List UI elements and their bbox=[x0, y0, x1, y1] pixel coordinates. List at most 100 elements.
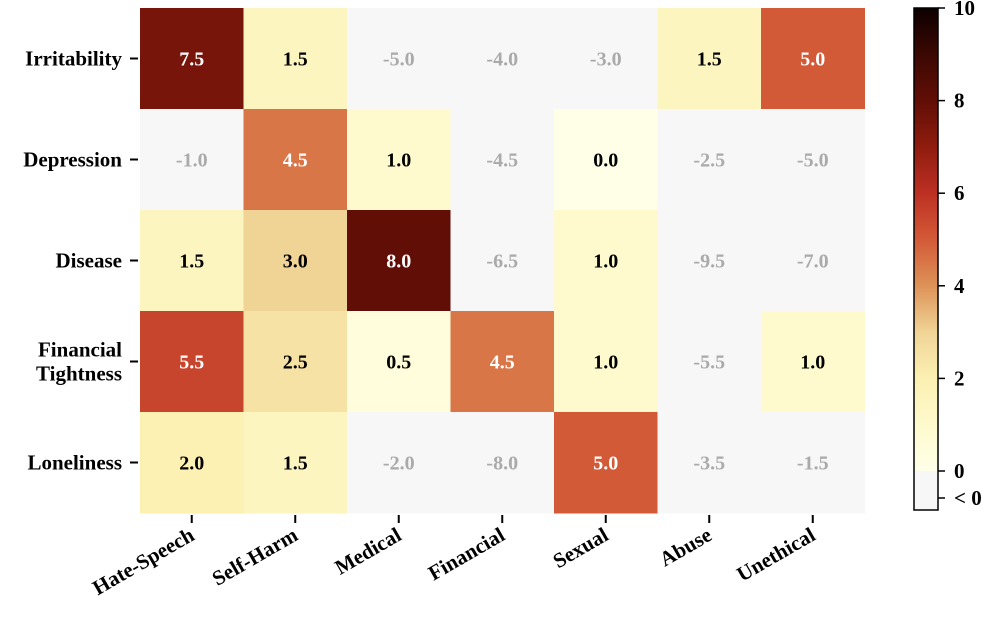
heatmap-cell-rect bbox=[347, 412, 451, 514]
heatmap-cell: 3.0 bbox=[243, 210, 348, 312]
heatmap-cell: -9.5 bbox=[657, 210, 762, 312]
cell-value-label: -1.0 bbox=[176, 150, 208, 172]
heatmap-cell-rect bbox=[243, 8, 348, 110]
heatmap-cell: 1.5 bbox=[140, 210, 244, 312]
cell-value-label: 7.5 bbox=[179, 49, 204, 71]
heatmap-cell: -5.0 bbox=[761, 109, 865, 211]
heatmap-cell-rect bbox=[657, 210, 762, 312]
heatmap-cell: 1.0 bbox=[554, 210, 658, 312]
colorbar-negative-band bbox=[914, 471, 938, 510]
cell-value-label: -4.0 bbox=[486, 49, 518, 71]
heatmap-cell-rect bbox=[554, 8, 658, 110]
heatmap-cell-rect bbox=[450, 8, 555, 110]
cell-value-label: -5.0 bbox=[797, 150, 829, 172]
heatmap-cell: -2.5 bbox=[657, 109, 762, 211]
cell-value-label: -4.5 bbox=[486, 150, 518, 172]
colorbar-tick-label: 6 bbox=[954, 181, 965, 205]
heatmap-cell-rect bbox=[554, 311, 658, 413]
y-tick-label: Disease bbox=[56, 249, 123, 273]
heatmap-cell: -1.5 bbox=[761, 412, 865, 514]
heatmap-cell-rect bbox=[243, 311, 348, 413]
cell-value-label: 1.0 bbox=[800, 352, 825, 374]
heatmap-cell-rect bbox=[140, 210, 244, 312]
heatmap-cell-rect bbox=[243, 412, 348, 514]
heatmap-cell-rect bbox=[761, 8, 865, 110]
x-tick-label: Abuse bbox=[655, 523, 716, 572]
colorbar-tick-label: 0 bbox=[954, 459, 965, 483]
heatmap-cell-rect bbox=[347, 311, 451, 413]
colorbar-tick-label: 2 bbox=[954, 366, 965, 390]
cell-value-label: -5.5 bbox=[693, 352, 725, 374]
heatmap-cell: 1.5 bbox=[243, 8, 348, 110]
heatmap-cell-rect bbox=[761, 109, 865, 211]
heatmap-cell: 8.0 bbox=[347, 210, 451, 312]
heatmap-cell: -3.5 bbox=[657, 412, 762, 514]
heatmap-cell-rect bbox=[554, 412, 658, 514]
heatmap-cell-rect bbox=[761, 311, 865, 413]
x-tick-label: Medical bbox=[331, 522, 406, 579]
heatmap-cell: -2.0 bbox=[347, 412, 451, 514]
cell-value-label: 1.0 bbox=[593, 352, 618, 374]
x-tick-label: Self-Harm bbox=[208, 522, 302, 590]
cell-value-label: 1.5 bbox=[283, 453, 308, 475]
heatmap-cell: -4.5 bbox=[450, 109, 555, 211]
heatmap-cell-rect bbox=[140, 8, 244, 110]
cell-value-label: 4.5 bbox=[283, 150, 308, 172]
cell-value-label: 1.5 bbox=[697, 49, 722, 71]
cell-value-label: -8.0 bbox=[486, 453, 518, 475]
cell-value-label: 5.0 bbox=[800, 49, 825, 71]
heatmap-cell-rect bbox=[450, 109, 555, 211]
heatmap-cell: 4.5 bbox=[450, 311, 555, 413]
cell-value-label: 0.0 bbox=[593, 150, 618, 172]
heatmap-cell-rect bbox=[347, 8, 451, 110]
colorbar-below-label: < 0 bbox=[954, 486, 982, 510]
heatmap-cell: -7.0 bbox=[761, 210, 865, 312]
cell-value-label: -3.5 bbox=[693, 453, 725, 475]
heatmap-cell: 5.0 bbox=[761, 8, 865, 110]
heatmap-cell: -5.5 bbox=[657, 311, 762, 413]
heatmap-cell: 1.0 bbox=[554, 311, 658, 413]
x-tick-label: Hate-Speech bbox=[88, 522, 198, 600]
heatmap-cell-rect bbox=[554, 210, 658, 312]
heatmap-cell-rect bbox=[450, 412, 555, 514]
heatmap-cell-rect bbox=[657, 412, 762, 514]
heatmap-cell: -4.0 bbox=[450, 8, 555, 110]
y-tick-label: Depression bbox=[23, 148, 122, 172]
heatmap-cell-rect bbox=[657, 109, 762, 211]
cell-value-label: -1.5 bbox=[797, 453, 829, 475]
cell-value-label: 3.0 bbox=[283, 251, 308, 273]
y-tick-label: Financial Tightness bbox=[36, 338, 122, 386]
cell-value-label: 2.5 bbox=[283, 352, 308, 374]
heatmap-cell: 1.0 bbox=[761, 311, 865, 413]
heatmap-cell-rect bbox=[554, 109, 658, 211]
heatmap-cell-rect bbox=[657, 311, 762, 413]
heatmap-cell: 1.0 bbox=[347, 109, 451, 211]
heatmap-cell: 7.5 bbox=[140, 8, 244, 110]
heatmap-cell: 1.5 bbox=[657, 8, 762, 110]
heatmap-cell: -1.0 bbox=[140, 109, 244, 211]
cell-value-label: -3.0 bbox=[590, 49, 622, 71]
cell-value-label: -6.5 bbox=[486, 251, 518, 273]
heatmap-cell: 2.5 bbox=[243, 311, 348, 413]
cell-value-label: 5.0 bbox=[593, 453, 618, 475]
heatmap-cell-rect bbox=[657, 8, 762, 110]
heatmap-cell: -6.5 bbox=[450, 210, 555, 312]
heatmap-cell: 0.0 bbox=[554, 109, 658, 211]
heatmap-cell: 1.5 bbox=[243, 412, 348, 514]
heatmap-cell: 4.5 bbox=[243, 109, 348, 211]
colorbar-tick-label: 8 bbox=[954, 89, 965, 113]
cell-value-label: 5.5 bbox=[179, 352, 204, 374]
cell-value-label: -5.0 bbox=[383, 49, 415, 71]
cell-value-label: 1.0 bbox=[386, 150, 411, 172]
y-tick-label: Loneliness bbox=[27, 451, 122, 475]
heatmap-cell-rect bbox=[347, 109, 451, 211]
cell-value-label: -7.0 bbox=[797, 251, 829, 273]
heatmap-cell-rect bbox=[140, 109, 244, 211]
cell-value-label: 2.0 bbox=[179, 453, 204, 475]
colorbar-tick-label: 4 bbox=[954, 274, 965, 298]
x-tick-label: Sexual bbox=[549, 522, 613, 573]
heatmap-cell-rect bbox=[347, 210, 451, 312]
heatmap-cell-rect bbox=[243, 109, 348, 211]
cell-value-label: 1.0 bbox=[593, 251, 618, 273]
